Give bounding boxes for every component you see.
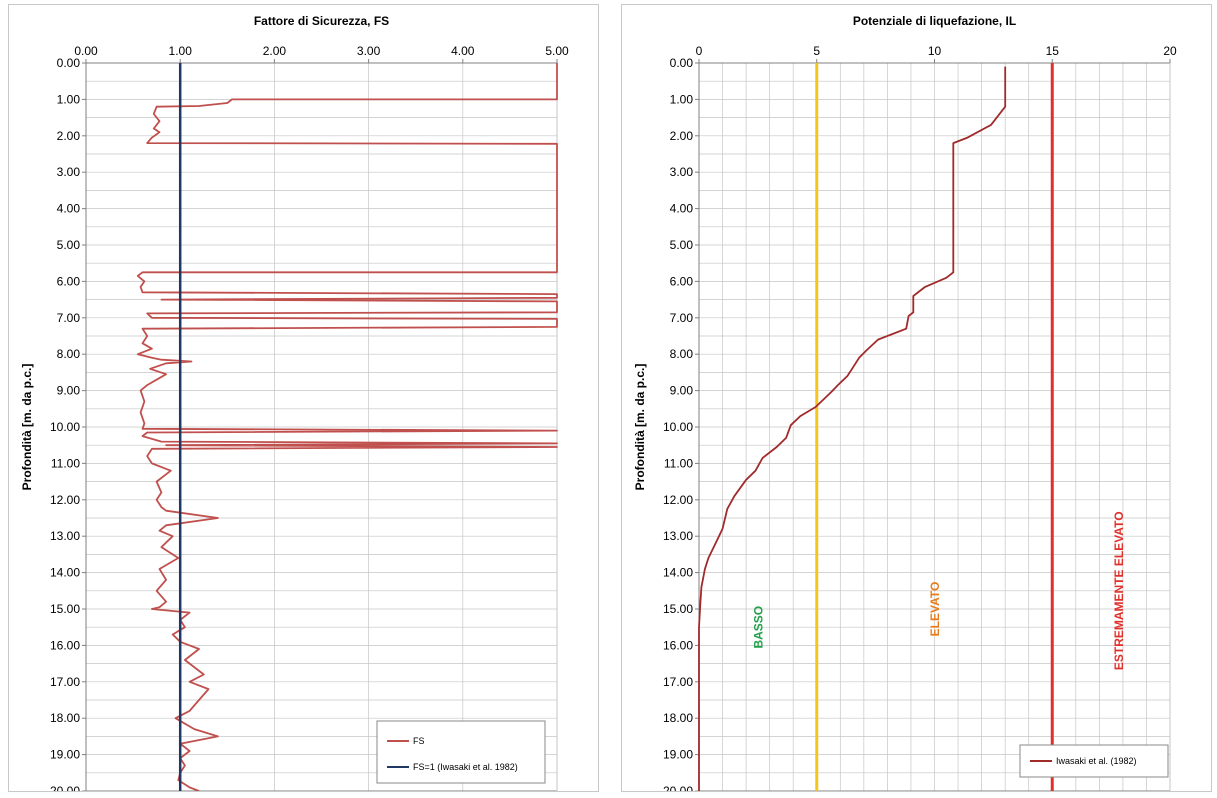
x-tick-label: 20 xyxy=(1163,44,1177,58)
y-tick-label: 14.00 xyxy=(663,566,693,580)
liquefaction-potential-chart: Potenziale di liquefazione, IL 0 5 10 15 20 0.… xyxy=(633,14,1177,791)
legend-entry: FS xyxy=(413,736,425,746)
y-tick-label: 4.00 xyxy=(57,202,81,216)
y-tick-label: 1.00 xyxy=(670,92,694,106)
y-tick-label: 12.00 xyxy=(663,493,693,507)
y-tick-label: 9.00 xyxy=(670,384,694,398)
y-tick-label: 9.00 xyxy=(57,384,81,398)
x-tick-label: 4.00 xyxy=(451,44,475,58)
y-axis-label: Profondità [m. da p.c.] xyxy=(20,364,34,491)
y-tick-label: 4.00 xyxy=(670,202,694,216)
y-tick-label: 16.00 xyxy=(663,638,693,652)
safety-factor-chart: Fattore di Sicurezza, FS 0.00 1.00 2.00 3.00… xyxy=(20,14,569,791)
y-tick-label: 17.00 xyxy=(663,675,693,689)
y-tick-label: 20.00 xyxy=(50,784,80,791)
y-tick-label: 10.00 xyxy=(50,420,80,434)
series-line-0 xyxy=(698,66,1007,791)
legend-box xyxy=(376,720,546,784)
chart-panel-liquefaction-potential: Potenziale di liquefazione, IL 0 5 10 15 20 0.… xyxy=(621,4,1212,792)
x-tick-label: 5.00 xyxy=(545,44,569,58)
series-line-0 xyxy=(136,63,558,791)
y-tick-label: 20.00 xyxy=(663,784,693,791)
y-tick-label: 2.00 xyxy=(670,129,694,143)
y-tick-label: 19.00 xyxy=(663,748,693,762)
x-tick-label: 1.00 xyxy=(169,44,193,58)
y-tick-label: 3.00 xyxy=(57,165,81,179)
legend: FS FS=1 (Iwasaki et al. 1982) xyxy=(376,720,546,784)
x-tick-label: 5 xyxy=(813,44,820,58)
zone-label: BASSO xyxy=(752,606,766,649)
y-tick-label: 15.00 xyxy=(50,602,80,616)
x-tick-label: 15 xyxy=(1046,44,1060,58)
y-tick-label: 0.00 xyxy=(57,56,81,70)
y-tick-label: 1.00 xyxy=(57,92,81,106)
y-tick-label: 8.00 xyxy=(57,347,81,361)
y-tick-label: 16.00 xyxy=(50,638,80,652)
y-tick-label: 2.00 xyxy=(57,129,81,143)
y-tick-label: 0.00 xyxy=(670,56,694,70)
y-tick-label: 14.00 xyxy=(50,566,80,580)
y-tick-label: 7.00 xyxy=(57,311,81,325)
x-tick-label: 2.00 xyxy=(263,44,287,58)
x-tick-label: 0.00 xyxy=(74,44,98,58)
y-tick-label: 12.00 xyxy=(50,493,80,507)
legend-entry: Iwasaki et al. (1982) xyxy=(1056,756,1137,766)
y-tick-label: 18.00 xyxy=(50,711,80,725)
x-tick-label: 10 xyxy=(928,44,942,58)
zone-label: ESTREMAMENTE ELEVATO xyxy=(1112,511,1126,670)
y-tick-label: 6.00 xyxy=(57,274,81,288)
zone-label: ELEVATO xyxy=(928,582,942,637)
y-tick-label: 3.00 xyxy=(670,165,694,179)
y-tick-label: 18.00 xyxy=(663,711,693,725)
x-tick-label: 3.00 xyxy=(357,44,381,58)
y-tick-label: 5.00 xyxy=(670,238,694,252)
x-tick-label: 0 xyxy=(696,44,703,58)
chart-title: Fattore di Sicurezza, FS xyxy=(254,14,389,28)
y-tick-label: 8.00 xyxy=(670,347,694,361)
y-tick-label: 7.00 xyxy=(670,311,694,325)
legend-entry: FS=1 (Iwasaki et al. 1982) xyxy=(413,762,518,772)
y-tick-label: 17.00 xyxy=(50,675,80,689)
y-tick-label: 11.00 xyxy=(664,456,693,470)
y-tick-label: 19.00 xyxy=(50,748,80,762)
legend: Iwasaki et al. (1982) xyxy=(1019,744,1169,778)
y-tick-label: 13.00 xyxy=(50,529,80,543)
y-tick-label: 6.00 xyxy=(670,274,694,288)
y-tick-label: 11.00 xyxy=(51,456,80,470)
y-tick-label: 10.00 xyxy=(663,420,693,434)
y-tick-label: 5.00 xyxy=(57,238,81,252)
y-tick-label: 13.00 xyxy=(663,529,693,543)
y-tick-label: 15.00 xyxy=(663,602,693,616)
chart-title: Potenziale di liquefazione, IL xyxy=(853,14,1016,28)
y-axis-label: Profondità [m. da p.c.] xyxy=(633,364,647,491)
chart-panel-safety-factor: Fattore di Sicurezza, FS 0.00 1.00 2.00 3.00… xyxy=(8,4,599,792)
